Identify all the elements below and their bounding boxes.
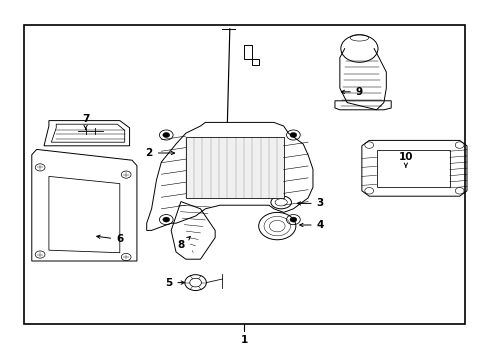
Text: 9: 9 xyxy=(341,87,362,97)
Text: 10: 10 xyxy=(398,152,412,167)
Text: 2: 2 xyxy=(145,148,174,158)
Circle shape xyxy=(289,217,296,222)
Text: 8: 8 xyxy=(177,237,190,250)
Circle shape xyxy=(163,132,169,138)
Text: 6: 6 xyxy=(97,234,123,244)
Text: 3: 3 xyxy=(297,198,323,208)
Text: 5: 5 xyxy=(165,278,184,288)
Text: 7: 7 xyxy=(81,114,89,129)
Text: 1: 1 xyxy=(241,335,247,345)
Bar xyxy=(24,25,464,324)
Circle shape xyxy=(289,132,296,138)
Text: 4: 4 xyxy=(299,220,324,230)
Circle shape xyxy=(163,217,169,222)
Bar xyxy=(185,137,283,198)
